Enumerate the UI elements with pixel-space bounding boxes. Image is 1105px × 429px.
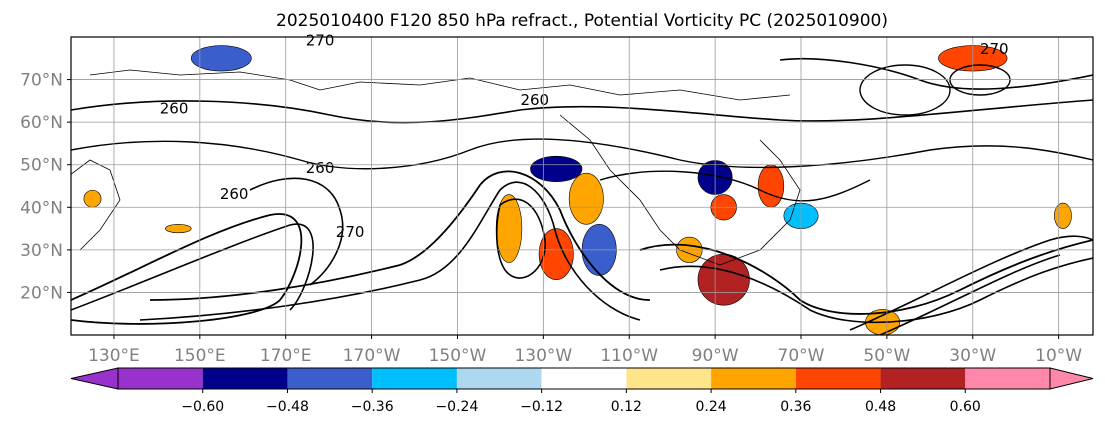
colorbar-segment: [795, 368, 881, 389]
lon-tick-label: 150°W: [429, 346, 487, 366]
lon-tick-label: 70°W: [778, 346, 825, 366]
height-contour-loop: [949, 64, 1011, 96]
height-contour-line: [71, 99, 1093, 124]
anomaly-patch: [697, 253, 750, 306]
colorbar-segment: [965, 368, 1050, 389]
anomaly-patch: [190, 45, 252, 72]
height-contour-line: [779, 57, 1093, 90]
height-contour-line: [639, 239, 1093, 315]
lon-tick-label: 170°W: [343, 346, 401, 366]
colorbar-tick-label: −0.60: [181, 399, 224, 415]
lat-tick-label: 70°N: [20, 71, 63, 91]
colorbar-tick-label: 0.12: [611, 399, 642, 415]
colorbar-tick-label: 0.36: [780, 399, 811, 415]
colorbar-frame: [117, 367, 1051, 390]
anomaly-patch: [1054, 202, 1072, 229]
lon-tick-label: 90°W: [692, 346, 739, 366]
latitude-axis: 70°N 60°N 50°N 40°N 30°N 20°N: [20, 71, 71, 303]
anomaly-patch: [530, 155, 583, 183]
height-contour-line: [71, 213, 303, 325]
lat-tick-label: 60°N: [20, 113, 63, 133]
contour-label-layer: 270 260 260 260 270 270 260: [160, 32, 1009, 242]
colorbar-tick-label: −0.36: [351, 399, 394, 415]
anomaly-patch: [538, 228, 574, 280]
lon-tick-label: 50°W: [863, 346, 910, 366]
height-contour-line: [139, 181, 641, 321]
colorbar-segment: [118, 368, 203, 389]
contour-label: 260: [306, 159, 335, 177]
contour-label: 270: [980, 40, 1009, 58]
lon-tick-label: 170°E: [260, 346, 312, 366]
contour-label: 260: [520, 91, 549, 109]
lat-tick-label: 50°N: [20, 156, 63, 176]
colorbar-segment: [287, 368, 373, 389]
map-frame: [70, 36, 1094, 336]
colorbar-tick-label: −0.12: [520, 399, 563, 415]
anomaly-patch: [568, 172, 604, 225]
lon-tick-label: 30°W: [949, 346, 996, 366]
lat-tick-label: 20°N: [20, 283, 63, 303]
colorbar-tick-label: −0.24: [435, 399, 478, 415]
height-contour-line: [849, 235, 1093, 331]
colorbar-segment: [456, 368, 542, 389]
contour-label: 260: [160, 100, 189, 118]
height-contour-line: [599, 170, 871, 202]
height-contour-line: [495, 198, 546, 279]
anomaly-patch: [165, 224, 192, 234]
colorbar-tick-label: 0.60: [950, 399, 981, 415]
contour-label: 270: [306, 32, 335, 50]
height-contour-line: [879, 254, 1061, 335]
lon-tick-label: 150°E: [174, 346, 226, 366]
lat-tick-label: 30°N: [20, 241, 63, 261]
contour-label: 260: [220, 185, 249, 203]
colorbar-under-arrow: [70, 367, 119, 390]
colorbar-over-arrow: [1049, 367, 1094, 390]
colorbar-segment: [372, 368, 457, 389]
lon-tick-label: 10°W: [1035, 346, 1082, 366]
geopotential-contour-layer: [71, 57, 1093, 335]
longitude-axis: 130°E 150°E 170°E 170°W 150°W 130°W 110°W 90°W 7…: [88, 335, 1082, 366]
anomaly-patch: [83, 189, 102, 208]
anomaly-patch: [757, 164, 785, 208]
lon-tick-label: 110°W: [600, 346, 658, 366]
height-contour-line: [249, 177, 344, 286]
colorbar-segment: [202, 368, 288, 389]
height-contour-loop: [859, 64, 951, 116]
colorbar-tick-label: −0.48: [266, 399, 309, 415]
colorbar-segment: [880, 368, 966, 389]
height-contour-line: [71, 138, 1093, 170]
shaded-anomaly-layer: [83, 45, 1072, 335]
contour-label: 270: [336, 223, 365, 241]
chart-title: 2025010400 F120 850 hPa refract., Potent…: [276, 11, 888, 31]
coastline: [71, 159, 121, 251]
colorbar-segment: [626, 368, 712, 389]
colorbar: −0.60 −0.48 −0.36 −0.24 −0.12 0.12 0.24 0.36 0.4…: [70, 367, 1094, 415]
colorbar-segment: [711, 368, 796, 389]
lon-tick-label: 130°E: [88, 346, 140, 366]
height-contour-line: [659, 257, 1093, 324]
lat-tick-label: 40°N: [20, 198, 63, 218]
lon-tick-label: 130°W: [514, 346, 572, 366]
colorbar-segment: [541, 368, 627, 389]
colorbar-tick-label: 0.24: [696, 399, 727, 415]
colorbar-tick-label: 0.48: [865, 399, 896, 415]
height-contour-line: [71, 223, 314, 311]
map-grid: [71, 37, 1093, 335]
